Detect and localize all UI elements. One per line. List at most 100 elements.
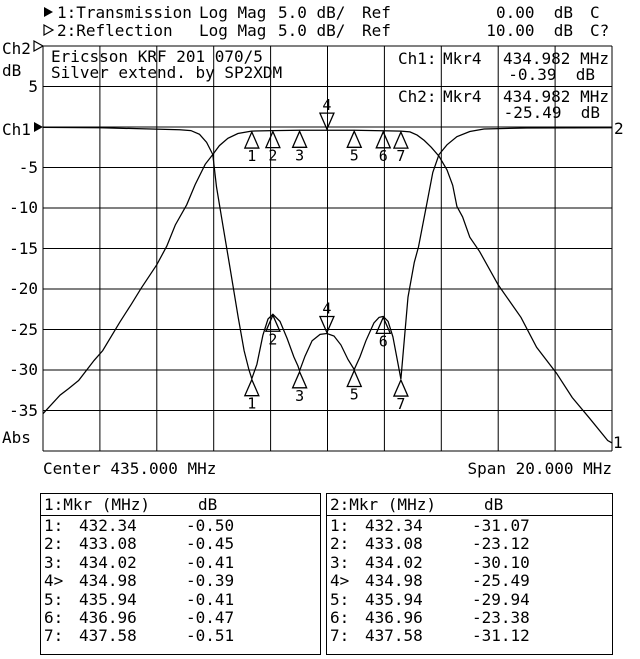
marker-table-row: 4> 434.98 -25.49 <box>327 571 612 591</box>
marker-id-cell: 4> <box>330 571 350 591</box>
ch2-ref-pointer-icon <box>33 39 45 53</box>
marker-freq-cell: 433.08 <box>365 534 423 554</box>
ch2-readout-mkr: Mkr4 <box>443 87 482 106</box>
marker-db-cell: -0.39 <box>186 571 235 591</box>
marker-triangle-icon <box>375 130 392 149</box>
ch1-readout-freq: 434.982 MHz <box>503 49 609 68</box>
marker-triangle-icon <box>264 313 281 332</box>
trace-transmission <box>42 129 613 444</box>
marker-id-cell: 1: <box>44 516 64 535</box>
y-tick-label: -5 <box>18 157 38 177</box>
marker-db-cell: -0.45 <box>186 534 235 554</box>
marker-number: 2 <box>268 147 277 165</box>
marker-table-row: 2: 433.08 -23.12 <box>327 534 612 554</box>
marker-number: 6 <box>379 147 388 165</box>
ch1-readout-label: Ch1: <box>398 49 437 68</box>
marker-db-cell: -25.49 <box>472 571 530 591</box>
marker-freq-cell: 437.58 <box>365 626 423 646</box>
marker-id-cell: 5: <box>44 589 64 609</box>
marker-db-cell: -0.47 <box>186 608 235 627</box>
marker-triangle-icon <box>291 129 308 148</box>
trace1-title: 1:Transmission <box>57 3 192 22</box>
marker-db-cell: -0.41 <box>186 552 235 572</box>
marker-db-cell: -29.94 <box>472 589 530 609</box>
marker-table-row: 2: 433.08 -0.45 <box>41 534 320 554</box>
trace2-format: Log Mag <box>199 21 267 40</box>
marker-freq-cell: 432.34 <box>365 516 423 535</box>
trace1-format: Log Mag <box>199 3 267 22</box>
marker-table-row: 1: 432.34 -0.50 <box>41 516 320 535</box>
marker-db-cell: -23.12 <box>472 534 530 554</box>
marker-id-cell: 7: <box>330 626 350 646</box>
marker-number: 5 <box>350 386 359 404</box>
ch1-marker-table-header: 1:Mkr (MHz) dB <box>41 494 320 516</box>
db-axis-label: dB <box>2 61 22 80</box>
ch1-table-unit: dB <box>198 495 218 514</box>
marker-id-cell: 6: <box>44 608 64 627</box>
marker-freq-cell: 436.96 <box>365 608 423 627</box>
trace2-title: 2:Reflection <box>57 21 173 40</box>
trace1-edge-label: 1 <box>613 433 623 452</box>
marker-freq-cell: 435.94 <box>365 589 423 609</box>
marker-table-row: 6: 436.96 -23.38 <box>327 608 612 627</box>
marker-freq-cell: 432.34 <box>79 516 137 535</box>
marker-id-cell: 1: <box>330 516 350 535</box>
marker-table-row: 7: 437.58 -0.51 <box>41 626 320 646</box>
marker-number: 7 <box>396 147 405 165</box>
marker-db-cell: -0.50 <box>186 516 235 535</box>
y-tick-label: -30 <box>9 360 38 379</box>
marker-number: 7 <box>396 395 405 413</box>
trace1-cal-status: C <box>590 3 600 22</box>
marker-table-row: 5: 435.94 -29.94 <box>327 589 612 609</box>
ch2-table-title: 2:Mkr (MHz) <box>330 495 436 514</box>
y-tick-label: -20 <box>9 279 38 298</box>
ch2-readout-value: -25.49 dB <box>503 103 600 122</box>
marker-triangle-icon <box>243 130 260 149</box>
marker-id-cell: 3: <box>330 552 350 572</box>
marker-table-row: 7: 437.58 -31.12 <box>327 626 612 646</box>
y-tick-label: -10 <box>9 198 38 217</box>
marker-id-cell: 2: <box>44 534 64 554</box>
device-annotation-line2: Silver extend. by SP2XDM <box>51 63 283 82</box>
marker-freq-cell: 434.98 <box>365 571 423 591</box>
marker-id-cell: 2: <box>330 534 350 554</box>
trace2-pointer-icon <box>43 23 55 37</box>
ch1-ref-pointer-icon <box>34 122 43 132</box>
trace2-scale: 5.0 dB/ <box>278 21 346 40</box>
marker-freq-cell: 434.02 <box>365 552 423 572</box>
marker-triangle-icon <box>346 368 363 388</box>
ch1-marker-table: 1:Mkr (MHz) dB 1: 432.34 -0.50 2: 433.08 -0.4… <box>40 493 321 655</box>
marker-table-row: 3: 434.02 -30.10 <box>327 552 612 572</box>
trace1-active-pointer-icon <box>44 7 53 17</box>
trace2-edge-label: 2 <box>614 119 624 138</box>
marker-number: 4 <box>322 96 331 114</box>
marker-table-row: 5: 435.94 -0.41 <box>41 589 320 609</box>
y-tick-label: 5 <box>28 76 38 96</box>
marker-freq-cell: 437.58 <box>79 626 137 646</box>
marker-table-row: 1: 432.34 -31.07 <box>327 516 612 535</box>
ch1-readout-value: -0.39 dB <box>508 65 595 84</box>
marker-db-cell: -23.38 <box>472 608 530 627</box>
marker-freq-cell: 436.96 <box>79 608 137 627</box>
y-tick-label: -15 <box>9 238 38 258</box>
ch2-table-unit: dB <box>484 495 504 514</box>
marker-freq-cell: 434.02 <box>79 552 137 572</box>
marker-id-cell: 4> <box>44 571 64 591</box>
trace2-ref-value: 10.00 dB <box>486 21 573 40</box>
marker-db-cell: -31.12 <box>472 626 530 646</box>
ch2-marker-table: 2:Mkr (MHz) dB 1: 432.34 -31.07 2: 433.08 -23… <box>326 493 613 655</box>
marker-triangle-icon <box>264 130 281 149</box>
marker-table-row: 3: 434.02 -0.41 <box>41 552 320 572</box>
marker-number: 6 <box>379 332 388 350</box>
marker-triangle-icon <box>243 378 260 397</box>
marker-triangle-icon <box>375 315 392 335</box>
trace1-ref-label: Ref <box>362 3 391 22</box>
marker-freq-cell: 433.08 <box>79 534 137 554</box>
marker-db-cell: -31.07 <box>472 516 530 535</box>
marker-freq-cell: 435.94 <box>79 589 137 609</box>
marker-number: 2 <box>268 330 277 348</box>
trace1-ref-value: 0.00 dB <box>495 3 573 22</box>
marker-number: 5 <box>350 146 359 164</box>
